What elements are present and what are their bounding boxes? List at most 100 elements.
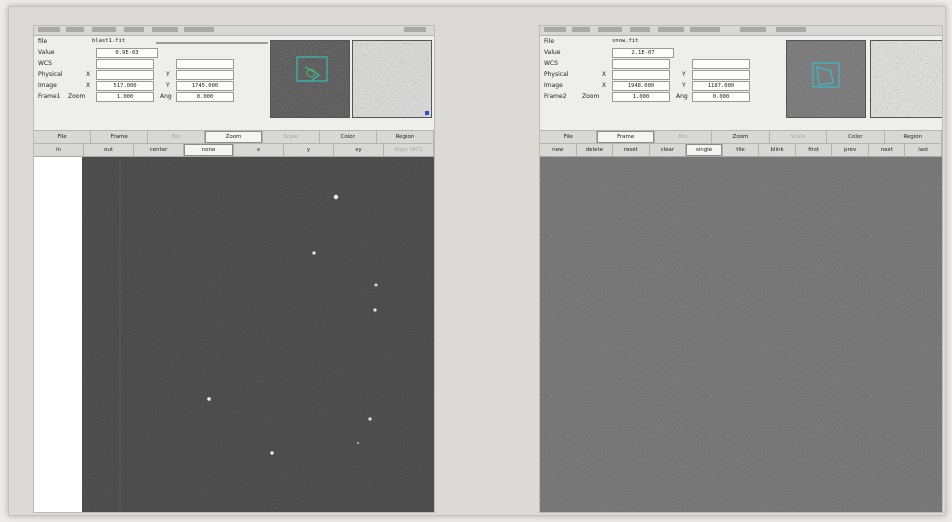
panner-region-box — [812, 62, 840, 88]
magnifier-image — [871, 41, 942, 117]
physical-y-label: Y — [166, 71, 170, 78]
menu-zoom-button[interactable]: Zoom — [712, 131, 770, 143]
image-label: Image — [38, 82, 57, 89]
image-y-field[interactable]: 1745.000 — [176, 81, 234, 91]
zoom-field[interactable]: 1.000 — [96, 92, 154, 102]
wcs-field-1[interactable] — [612, 59, 670, 69]
wcs-field-2[interactable] — [692, 59, 750, 69]
menu-file-button[interactable]: File — [540, 131, 598, 143]
frame-new-button[interactable]: new — [540, 144, 577, 156]
image-canvas-left[interactable] — [82, 157, 434, 512]
frame-reset-button[interactable]: reset — [613, 144, 650, 156]
image-x-label: X — [86, 82, 91, 89]
physical-x-label: X — [602, 71, 607, 78]
frame-tile-button[interactable]: tile — [723, 144, 760, 156]
image-margin-left — [34, 157, 82, 512]
zoom-field[interactable]: 1.000 — [612, 92, 670, 102]
physical-y-field[interactable] — [176, 70, 234, 80]
value-field[interactable]: 0.9E-03 — [96, 48, 158, 58]
star — [270, 451, 274, 455]
menu-color-button[interactable]: Color — [320, 131, 377, 143]
zoom-xy-button[interactable]: xy — [334, 144, 384, 156]
physical-y-field[interactable] — [692, 70, 750, 80]
menu-bin-button[interactable]: Bin — [655, 131, 713, 143]
frame-last-button[interactable]: last — [905, 144, 942, 156]
panner-image — [271, 41, 349, 117]
menu-frame-button[interactable]: Frame — [91, 131, 149, 143]
panner-crosshair — [306, 68, 316, 78]
zoom-in-button[interactable]: in — [34, 144, 84, 156]
menu-scale-button[interactable]: Scale — [770, 131, 828, 143]
file-label: file — [38, 38, 48, 45]
menu-scale-button[interactable]: Scale — [263, 131, 320, 143]
frame-label: Frame1 — [38, 93, 61, 100]
star — [333, 194, 339, 200]
zoom-label: Zoom — [582, 93, 600, 100]
star — [207, 397, 211, 401]
frame-first-button[interactable]: first — [796, 144, 833, 156]
zoom-x-button[interactable]: x — [234, 144, 284, 156]
zoom-none-button[interactable]: none — [184, 144, 234, 156]
physical-x-field[interactable] — [612, 70, 670, 80]
frame-delete-button[interactable]: delete — [577, 144, 614, 156]
image-x-field[interactable]: 1948.000 — [612, 81, 670, 91]
zoom-align-wcs-button[interactable]: Align WCS — [384, 144, 434, 156]
file-underline — [156, 42, 268, 44]
file-value: snow.fit — [612, 38, 639, 44]
wcs-field-1[interactable] — [96, 59, 154, 69]
value-label: Value — [544, 49, 561, 56]
magnifier-cursor — [425, 111, 429, 115]
menu-bin-button[interactable]: Bin — [148, 131, 206, 143]
menu-zoom-button[interactable]: Zoom — [205, 131, 263, 143]
star — [374, 283, 378, 287]
file-value: blast1.fit — [92, 38, 126, 44]
zoom-y-button[interactable]: y — [284, 144, 334, 156]
value-label: Value — [38, 49, 55, 56]
menu-color-button[interactable]: Color — [827, 131, 885, 143]
menu-region-button[interactable]: Region — [885, 131, 942, 143]
angle-field[interactable]: 0.000 — [692, 92, 750, 102]
zoom-center-button[interactable]: center — [134, 144, 184, 156]
panner-thumbnail[interactable] — [270, 40, 350, 118]
magnifier-image — [353, 41, 431, 117]
star — [373, 308, 377, 312]
star — [357, 442, 359, 444]
menu-region-button[interactable]: Region — [377, 131, 434, 143]
ds9-window-left: file blast1.fit Value 0.9E-03 WCS Physic… — [33, 25, 435, 513]
image-x-field[interactable]: 517.000 — [96, 81, 154, 91]
frame-blink-button[interactable]: blink — [759, 144, 796, 156]
frame-next-button[interactable]: next — [869, 144, 906, 156]
zoom-label: Zoom — [68, 93, 86, 100]
frame-label: Frame2 — [544, 93, 567, 100]
image-label: Image — [544, 82, 563, 89]
image-canvas-right[interactable] — [540, 157, 942, 512]
main-menu-bar-left: File Frame Bin Zoom Scale Color Region — [34, 130, 434, 144]
wcs-field-2[interactable] — [176, 59, 234, 69]
panner-thumbnail[interactable] — [786, 40, 866, 118]
physical-x-label: X — [86, 71, 91, 78]
info-panel-left: file blast1.fit Value 0.9E-03 WCS Physic… — [34, 36, 434, 130]
frame-prev-button[interactable]: prev — [832, 144, 869, 156]
frame-clear-button[interactable]: clear — [650, 144, 687, 156]
panner-compass — [304, 66, 320, 82]
titlebar-left[interactable] — [34, 26, 434, 36]
titlebar-right[interactable] — [540, 26, 942, 36]
magnifier-thumbnail — [870, 40, 942, 118]
frame-single-button[interactable]: single — [686, 144, 723, 156]
main-menu-bar-right: File Frame Bin Zoom Scale Color Region — [540, 130, 942, 144]
physical-label: Physical — [544, 71, 569, 78]
angle-field[interactable]: 0.000 — [176, 92, 234, 102]
image-y-label: Y — [682, 82, 686, 89]
value-field[interactable]: 2.1E-07 — [612, 48, 674, 58]
physical-x-field[interactable] — [96, 70, 154, 80]
menu-frame-button[interactable]: Frame — [597, 131, 655, 143]
image-y-label: Y — [166, 82, 170, 89]
image-y-field[interactable]: 1187.000 — [692, 81, 750, 91]
zoom-out-button[interactable]: out — [84, 144, 134, 156]
info-panel-right: File snow.fit Value 2.1E-07 WCS Physical… — [540, 36, 942, 130]
menu-file-button[interactable]: File — [34, 131, 92, 143]
angle-label: Ang — [160, 93, 172, 100]
panner-image — [787, 41, 865, 117]
star — [312, 251, 316, 255]
sky-image-right — [540, 157, 942, 512]
